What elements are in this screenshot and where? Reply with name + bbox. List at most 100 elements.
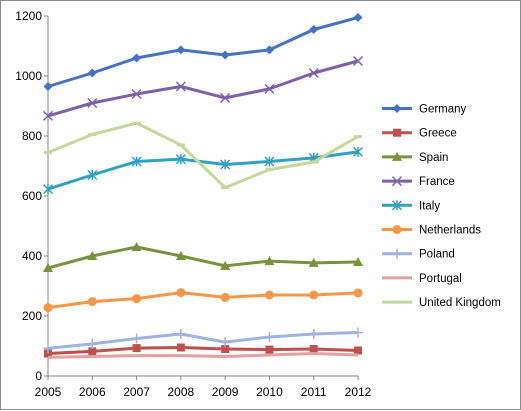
series-poland <box>43 327 363 354</box>
data-point-spain <box>308 257 319 267</box>
legend-item-france: France <box>382 176 455 188</box>
data-point-france <box>175 81 186 92</box>
data-point-poland <box>264 332 275 342</box>
series-netherlands <box>43 288 363 313</box>
data-point-poland <box>87 338 98 349</box>
data-point-greece <box>132 344 141 353</box>
data-point-poland <box>175 329 186 339</box>
data-point-germany <box>176 45 186 55</box>
data-point-netherlands <box>87 297 97 307</box>
legend-item-spain: Spain <box>382 151 448 164</box>
data-point-poland <box>353 327 363 338</box>
y-tick-label: 800 <box>22 129 42 143</box>
legend-label: Germany <box>419 104 467 116</box>
data-point-greece <box>265 345 274 354</box>
legend-label: Spain <box>419 152 448 164</box>
data-point-netherlands <box>353 288 363 298</box>
series-spain <box>43 242 363 272</box>
legend-marker <box>391 176 403 187</box>
series-line-greece <box>47 346 359 355</box>
legend-label: United Kingdom <box>419 297 501 309</box>
data-point-france <box>87 97 98 109</box>
data-point-greece <box>221 345 230 353</box>
x-tick-label: 2011 <box>301 385 327 399</box>
data-point-spain <box>87 251 98 260</box>
legend-marker <box>392 151 402 161</box>
series-france <box>42 55 364 121</box>
legend-marker <box>392 104 402 113</box>
data-point-greece <box>354 346 362 355</box>
data-point-netherlands <box>43 303 53 313</box>
x-tick-label: 2009 <box>212 385 239 399</box>
series-italy <box>42 146 364 195</box>
series-line-portugal <box>47 352 359 359</box>
y-tick-label: 600 <box>22 189 42 203</box>
legend-item-netherlands: Netherlands <box>382 225 481 237</box>
data-point-italy <box>87 169 98 181</box>
data-point-greece <box>44 349 52 358</box>
data-point-greece <box>176 343 185 352</box>
data-point-netherlands <box>220 292 230 302</box>
y-tick-label: 200 <box>22 309 42 323</box>
data-point-germany <box>264 45 274 55</box>
data-point-germany <box>220 50 230 60</box>
legend-marker <box>392 248 402 259</box>
legend-marker <box>393 128 401 137</box>
data-point-netherlands <box>309 290 319 300</box>
y-tick-label: 1200 <box>15 9 42 23</box>
data-point-germany <box>87 68 97 78</box>
series-line-netherlands <box>47 291 359 310</box>
data-point-spain <box>43 263 53 272</box>
x-tick-label: 2010 <box>256 385 283 399</box>
data-point-italy <box>264 156 275 167</box>
legend: Germany Greece Spain France Italy Netherlands… <box>382 104 501 309</box>
data-point-spain <box>175 251 186 260</box>
data-point-france <box>220 92 231 103</box>
data-point-poland <box>131 333 142 344</box>
data-point-greece <box>309 345 318 353</box>
x-tick-label: 2005 <box>35 385 62 399</box>
legend-label: Greece <box>419 128 457 140</box>
data-point-france <box>42 110 54 121</box>
data-point-italy <box>42 184 54 195</box>
series-group <box>42 13 364 359</box>
series-portugal <box>47 352 359 359</box>
legend-item-poland: Poland <box>382 248 455 261</box>
legend-item-greece: Greece <box>382 128 457 140</box>
series-line-united-kingdom <box>47 121 359 190</box>
legend-item-united-kingdom: United Kingdom <box>382 297 501 309</box>
data-point-germany <box>132 53 142 63</box>
legend-marker <box>392 225 402 234</box>
legend-label: France <box>419 176 455 188</box>
x-tick-label: 2007 <box>123 385 150 399</box>
data-point-poland <box>308 329 319 339</box>
data-point-germany <box>309 25 319 34</box>
x-ticks: 2005 2006 2007 2008 2009 2010 2011 2012 <box>35 376 372 399</box>
data-point-germany <box>353 13 363 22</box>
data-point-france <box>308 67 319 79</box>
data-point-spain <box>220 260 231 270</box>
y-tick-label: 400 <box>22 249 42 263</box>
data-point-spain <box>353 257 363 266</box>
data-point-italy <box>131 156 142 167</box>
series-line-spain <box>47 245 359 270</box>
series-line-italy <box>47 150 359 191</box>
legend-item-italy: Italy <box>382 200 440 212</box>
data-point-netherlands <box>264 290 274 300</box>
series-greece <box>44 343 362 358</box>
data-point-spain <box>131 242 142 251</box>
data-point-france <box>264 83 275 94</box>
series-germany <box>43 13 363 91</box>
series-line-germany <box>47 16 359 88</box>
data-point-netherlands <box>132 294 142 304</box>
series-united-kingdom <box>44 121 362 190</box>
data-point-greece <box>88 347 97 356</box>
legend-label: Italy <box>419 200 440 212</box>
data-point-poland <box>220 337 231 348</box>
legend-item-portugal: Portugal <box>382 273 462 285</box>
legend-marker <box>391 200 403 211</box>
legend-label: Poland <box>419 249 455 261</box>
legend-label: Netherlands <box>419 225 481 237</box>
